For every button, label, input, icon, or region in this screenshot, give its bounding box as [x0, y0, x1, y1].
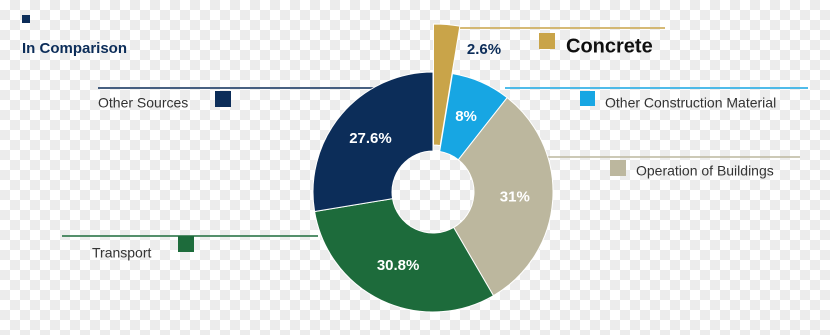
- legend-swatch: [539, 33, 555, 49]
- legend-label: Other Construction Material: [605, 95, 776, 111]
- value-label: 8%: [455, 108, 477, 125]
- donut-slice: [314, 198, 495, 313]
- title-marker: [22, 15, 30, 23]
- legend-label: Concrete: [566, 35, 653, 57]
- donut-slice: [452, 96, 554, 297]
- legend-swatch: [215, 91, 231, 107]
- legend-label: Transport: [92, 245, 152, 261]
- legend-label: Operation of Buildings: [636, 163, 774, 179]
- value-label: 27.6%: [349, 130, 392, 147]
- value-label: 30.8%: [377, 257, 420, 274]
- value-label: 31%: [500, 189, 530, 206]
- donut-slice: [312, 71, 434, 213]
- legend-swatch: [580, 91, 595, 106]
- value-label: 2.6%: [467, 41, 501, 58]
- chart-title: In Comparison: [22, 40, 127, 57]
- legend-label: Other Sources: [98, 95, 188, 111]
- legend-swatch: [610, 160, 626, 176]
- legend-swatch: [178, 236, 194, 252]
